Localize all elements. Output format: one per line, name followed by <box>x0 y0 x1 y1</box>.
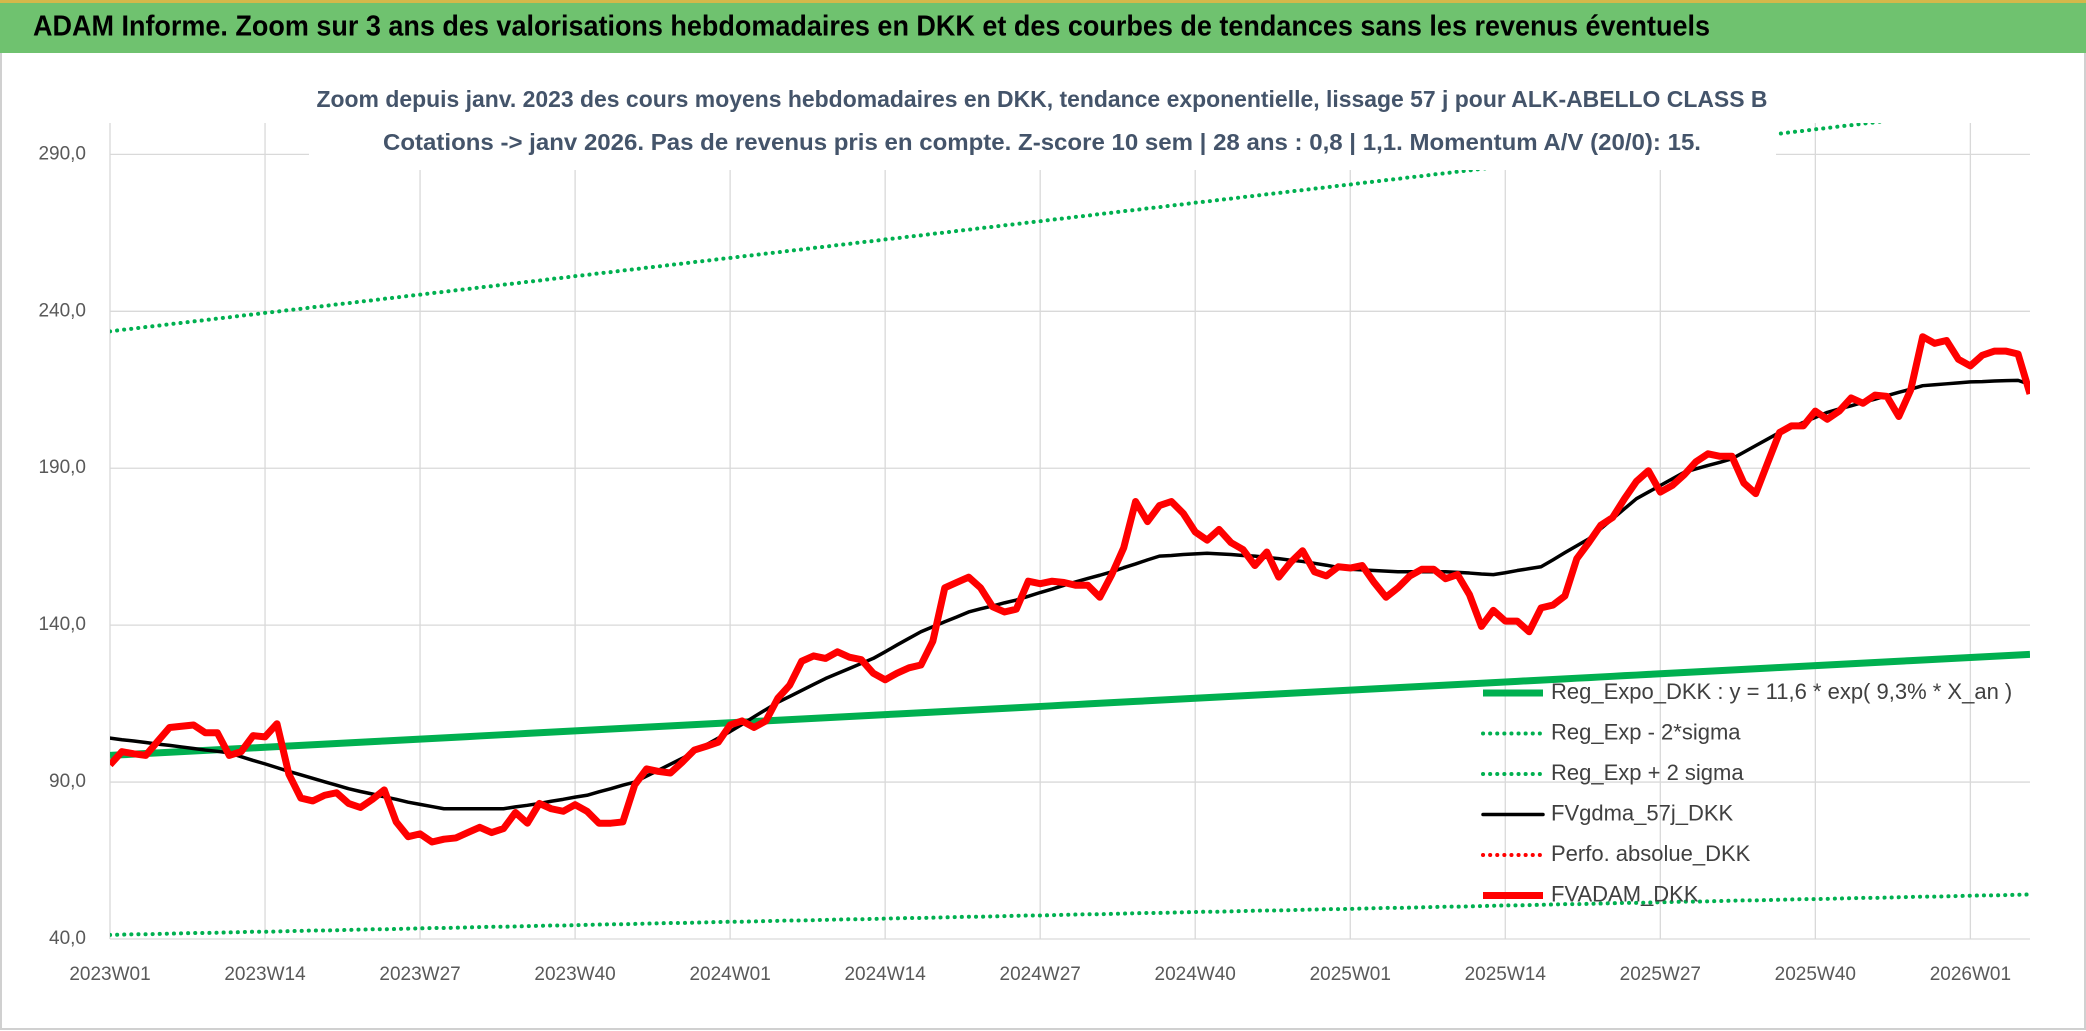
x-tick-label: 2025W27 <box>1620 964 1701 985</box>
legend-label: FVADAM_DKK <box>1551 881 1699 906</box>
chart-title: Zoom depuis janv. 2023 des cours moyens … <box>317 86 1768 112</box>
legend-label: FVgdma_57j_DKK <box>1551 800 1734 825</box>
legend-label: Reg_Exp - 2*sigma <box>1551 719 1741 744</box>
series-group <box>110 123 2030 937</box>
series-line <box>110 892 2030 937</box>
header-title: ADAM Informe. Zoom sur 3 ans des valoris… <box>33 11 1710 43</box>
x-tick-label: 2025W14 <box>1465 964 1547 985</box>
legend-label: Reg_Expo_DKK : y = 11,6 * exp( 9,3% * X_… <box>1551 679 2012 704</box>
title-box <box>309 78 1776 170</box>
x-tick-label: 2023W14 <box>224 964 306 985</box>
x-tick-label: 2024W14 <box>844 964 926 985</box>
y-tick-label: 290,0 <box>38 143 86 164</box>
x-tick-label: 2023W40 <box>534 964 615 985</box>
x-tick-label: 2023W01 <box>69 964 150 985</box>
chart-frame <box>0 51 2086 1030</box>
x-tick-label: 2024W27 <box>1000 964 1081 985</box>
y-tick-label: 190,0 <box>38 457 86 478</box>
x-tick-label: 2025W01 <box>1310 964 1391 985</box>
x-tick-label: 2026W01 <box>1930 964 2011 985</box>
y-tick-label: 40,0 <box>49 928 86 949</box>
x-tick-label: 2023W27 <box>379 964 460 985</box>
series-line <box>110 650 2030 759</box>
x-tick-label: 2025W40 <box>1775 964 1856 985</box>
y-tick-label: 140,0 <box>38 614 86 635</box>
header-strip <box>0 0 2086 3</box>
legend-label: Perfo. absolue_DKK <box>1551 841 1751 866</box>
header-banner <box>0 0 2086 53</box>
x-tick-label: 2024W40 <box>1155 964 1236 985</box>
series-line <box>110 333 2030 846</box>
legend-label: Reg_Exp + 2 sigma <box>1551 760 1744 785</box>
chart-subtitle: Cotations -> janv 2026. Pas de revenus p… <box>383 129 1701 155</box>
legend: Reg_Expo_DKK : y = 11,6 * exp( 9,3% * X_… <box>1481 679 2012 906</box>
x-tick-label: 2024W01 <box>689 964 770 985</box>
grid: 40,0 90,0 140,0 190,0 240,0 290,0 2023W01 2023W… <box>38 123 2030 985</box>
y-tick-label: 240,0 <box>38 300 86 321</box>
y-tick-label: 90,0 <box>49 771 86 792</box>
